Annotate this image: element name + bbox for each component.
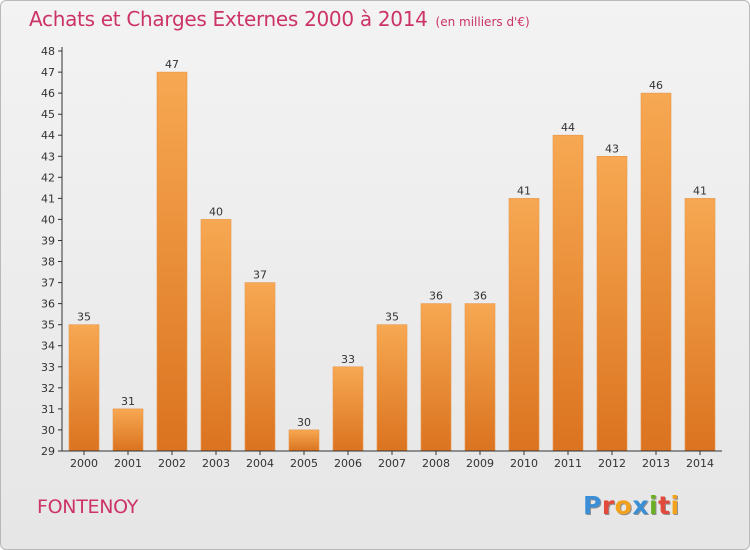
y-tick-label-35: 35 (41, 319, 55, 332)
data-label-2002: 47 (165, 58, 179, 71)
y-tick-label-44: 44 (41, 129, 55, 142)
data-label-2007: 35 (385, 311, 399, 324)
y-tick-label-41: 41 (41, 192, 55, 205)
axes-group: 2000 2001 2002 2003 2004 2005 2006 2007 2008 2009… (41, 45, 722, 470)
x-tick-label-2010: 2010 (510, 457, 538, 470)
bar-2012 (596, 156, 628, 452)
bar-2014 (684, 198, 716, 452)
data-label-2006: 33 (341, 353, 355, 366)
bar-2011 (552, 134, 584, 452)
y-tick-label-39: 39 (41, 235, 55, 248)
x-tick-label-2014: 2014 (686, 457, 714, 470)
bar-2004 (244, 282, 276, 452)
y-tick-label-37: 37 (41, 277, 55, 290)
data-label-2001: 31 (121, 395, 135, 408)
x-tick-label-2000: 2000 (70, 457, 98, 470)
bar-2003 (200, 219, 232, 452)
bar-2009 (464, 303, 496, 452)
y-tick-label-34: 34 (41, 340, 55, 353)
x-tick-label-2009: 2009 (466, 457, 494, 470)
y-tick-label-42: 42 (41, 171, 55, 184)
bar-2001 (112, 408, 144, 452)
x-tick-label-2008: 2008 (422, 457, 450, 470)
x-tick-label-2001: 2001 (114, 457, 142, 470)
y-tick-label-40: 40 (41, 213, 55, 226)
x-tick-label-2013: 2013 (642, 457, 670, 470)
data-label-2000: 35 (77, 311, 91, 324)
proxiti-logo[interactable]: Proxiti (583, 491, 680, 520)
x-tick-label-2012: 2012 (598, 457, 626, 470)
commune-name: FONTENOY (37, 496, 139, 518)
bar-2000 (68, 324, 100, 452)
bar-2002 (156, 71, 188, 452)
chart-subtitle: (en milliers d'€) (435, 15, 530, 29)
data-label-2014: 41 (693, 184, 707, 197)
data-label-2011: 44 (561, 121, 575, 134)
chart-title: Achats et Charges Externes 2000 à 2014 (e… (29, 7, 530, 31)
y-tick-label-31: 31 (41, 403, 55, 416)
data-label-2003: 40 (209, 205, 223, 218)
chart-title-text: Achats et Charges Externes 2000 à 2014 (29, 7, 428, 31)
data-label-2009: 36 (473, 290, 487, 303)
y-tick-label-48: 48 (41, 45, 55, 58)
data-label-2005: 30 (297, 416, 311, 429)
x-tick-label-2007: 2007 (378, 457, 406, 470)
data-label-2012: 43 (605, 142, 619, 155)
y-tick-label-46: 46 (41, 87, 55, 100)
y-tick-label-30: 30 (41, 424, 55, 437)
bar-2007 (376, 324, 408, 452)
y-tick-label-38: 38 (41, 256, 55, 269)
bars-group: 35 31 47 40 37 30 33 35 36 36 41 44 43 46 41 (68, 58, 716, 452)
y-tick-label-36: 36 (41, 298, 55, 311)
bar-2008 (420, 303, 452, 452)
bar-2005 (288, 429, 320, 452)
data-label-2013: 46 (649, 79, 663, 92)
y-tick-label-47: 47 (41, 66, 55, 79)
x-tick-label-2003: 2003 (202, 457, 230, 470)
data-label-2010: 41 (517, 184, 531, 197)
bar-2010 (508, 198, 540, 452)
bar-2006 (332, 366, 364, 452)
x-tick-label-2005: 2005 (290, 457, 318, 470)
x-tick-label-2004: 2004 (246, 457, 274, 470)
x-tick-label-2002: 2002 (158, 457, 186, 470)
data-label-2004: 37 (253, 269, 267, 282)
y-tick-label-33: 33 (41, 361, 55, 374)
bar-2013 (640, 92, 672, 452)
y-tick-label-32: 32 (41, 382, 55, 395)
y-tick-label-29: 29 (41, 445, 55, 458)
data-label-2008: 36 (429, 290, 443, 303)
x-tick-label-2006: 2006 (334, 457, 362, 470)
x-tick-label-2011: 2011 (554, 457, 582, 470)
y-tick-label-45: 45 (41, 108, 55, 121)
y-tick-label-43: 43 (41, 150, 55, 163)
